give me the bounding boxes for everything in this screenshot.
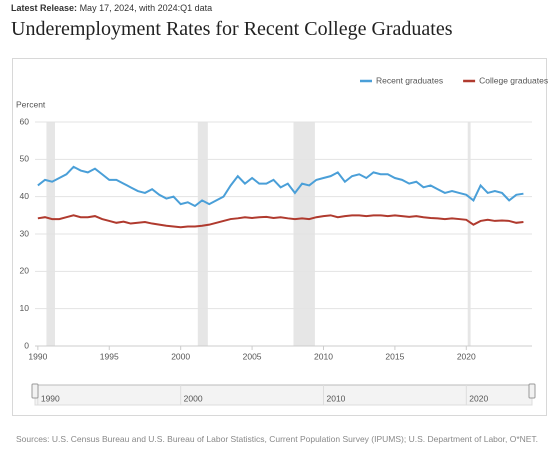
x-tick-label: 1995 [100,351,119,361]
x-tick-label: 2000 [171,351,190,361]
navigator-label: 1990 [41,393,60,403]
y-tick-label: 60 [20,116,30,126]
chart-frame [12,58,547,416]
y-tick-label: 40 [20,191,30,201]
series-line [37,165,524,208]
navigator-label: 2000 [184,393,203,403]
navigator-label: 2010 [326,393,345,403]
source: Sources: U.S. Census Bureau and U.S. Bur… [16,434,539,444]
y-tick-label: 50 [20,154,30,164]
navigator-handle[interactable] [528,383,536,399]
y-tick-label: 20 [20,266,30,276]
x-tick-label: 2010 [314,351,333,361]
x-tick-label: 2015 [385,351,404,361]
navigator [34,384,533,406]
title: Underemployment Rates for Recent College… [11,18,453,40]
x-tick-label: 2020 [457,351,476,361]
navigator-label: 2020 [469,393,488,403]
release-label: Latest Release: [11,3,78,13]
release-line: Latest Release: May 17, 2024, with 2024:… [11,3,212,13]
legend-label: Recent graduates [376,75,443,85]
x-tick-label: 2005 [243,351,262,361]
legend-label: College graduates [479,75,548,85]
series-line [37,214,524,229]
y-axis-label: Percent [16,99,46,109]
release-text: May 17, 2024, with 2024:Q1 data [79,3,213,13]
navigator-handle[interactable] [31,383,39,399]
x-tick-label: 1990 [28,351,47,361]
y-tick-label: 10 [20,303,30,313]
y-tick-label: 0 [24,340,29,350]
y-tick-label: 30 [20,228,30,238]
